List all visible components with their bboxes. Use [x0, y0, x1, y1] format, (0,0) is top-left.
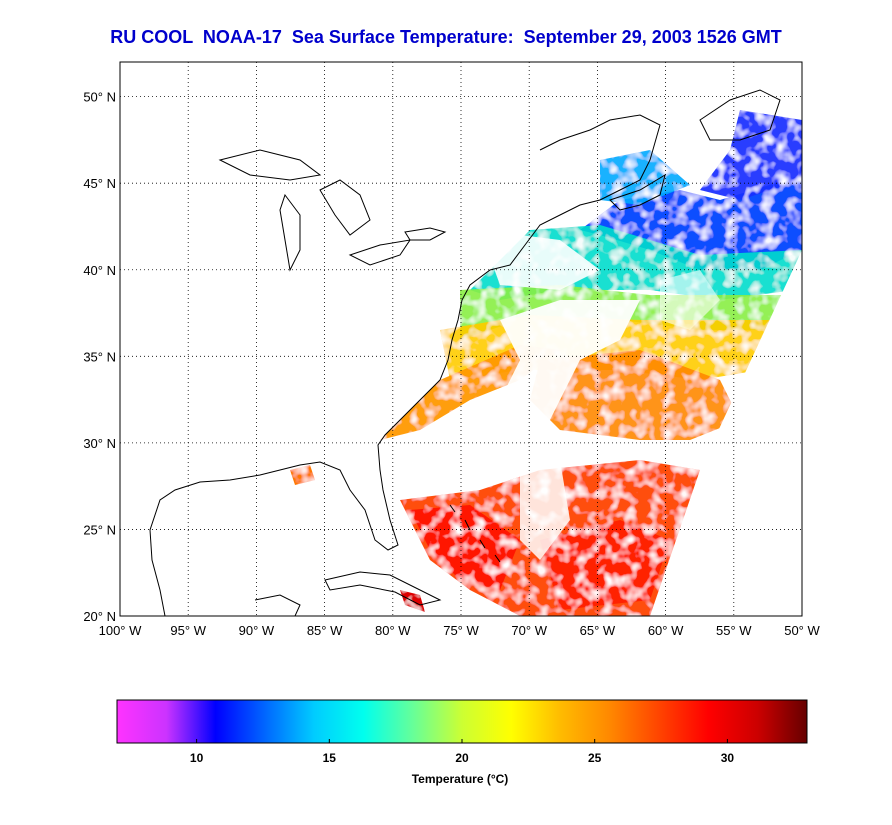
longitude-tick-labels: 100° W 95° W 90° W 85° W 80° W 75° W 70° W 65° … — [99, 623, 821, 638]
map-title: RU COOL NOAA-17 Sea Surface Temperature:… — [110, 27, 782, 47]
colorbar-tick-label: 20 — [455, 751, 469, 765]
lon-tick-label: 60° W — [648, 623, 684, 638]
lat-tick-label: 50° N — [83, 90, 116, 105]
colorbar-tick-label: 10 — [190, 751, 204, 765]
lon-tick-label: 80° W — [375, 623, 411, 638]
map-border — [119, 61, 803, 617]
lon-tick-label: 90° W — [239, 623, 275, 638]
lat-tick-label: 35° N — [83, 349, 116, 364]
lat-tick-label: 40° N — [83, 263, 116, 278]
colorbar-tick-label: 25 — [588, 751, 602, 765]
colorbar-tick-label: 15 — [323, 751, 337, 765]
coastline — [149, 89, 781, 616]
lon-tick-label: 100° W — [99, 623, 143, 638]
lat-tick-label: 20° N — [83, 609, 116, 624]
lon-tick-label: 95° W — [170, 623, 206, 638]
lon-tick-label: 75° W — [443, 623, 479, 638]
lon-tick-label: 65° W — [580, 623, 616, 638]
lon-tick-label: 70° W — [511, 623, 547, 638]
colorbar-label: Temperature (°C) — [412, 772, 509, 786]
map-gridlines — [120, 62, 802, 616]
colorbar — [116, 699, 808, 744]
lat-tick-label: 45° N — [83, 176, 116, 191]
lon-tick-label: 50° W — [784, 623, 820, 638]
lon-tick-label: 85° W — [307, 623, 343, 638]
lon-tick-label: 55° W — [716, 623, 752, 638]
lat-tick-label: 25° N — [83, 522, 116, 537]
colorbar-tick-label: 30 — [721, 751, 735, 765]
colorbar-ticks: 10 15 20 25 30 — [190, 739, 734, 765]
latitude-tick-labels: 20° N 25° N 30° N 35° N 40° N 45° N 50° N — [83, 90, 116, 624]
lat-tick-label: 30° N — [83, 436, 116, 451]
